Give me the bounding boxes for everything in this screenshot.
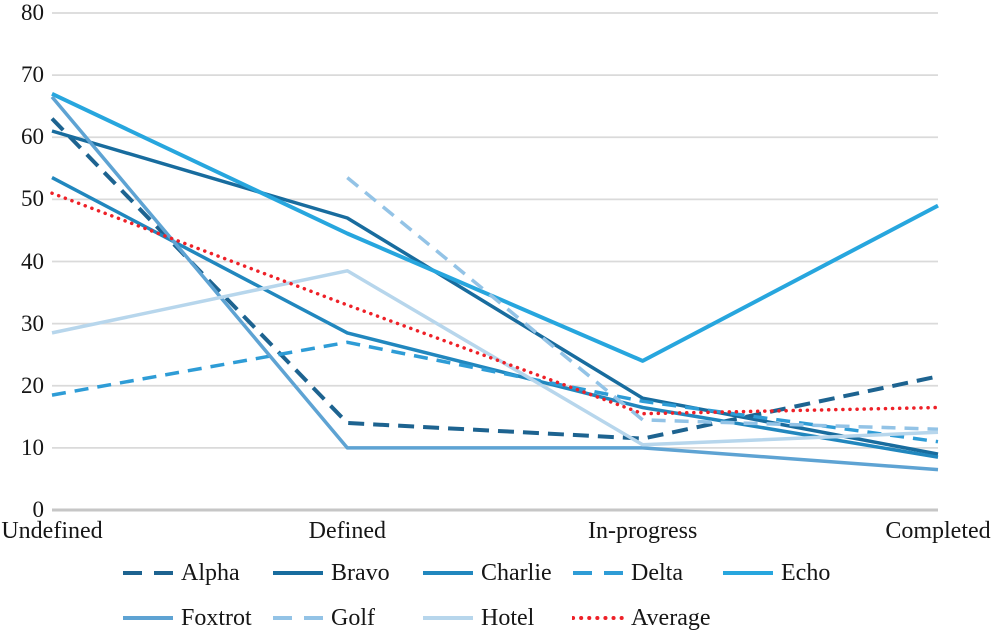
series-line-alpha <box>50 117 939 441</box>
series-line-golf <box>346 176 939 431</box>
legend-swatch-foxtrot <box>123 616 173 620</box>
series-line-charlie <box>51 176 939 459</box>
legend-label-hotel: Hotel <box>481 604 535 631</box>
legend-label-golf: Golf <box>331 604 375 631</box>
legend-item-charlie: Charlie <box>422 560 552 586</box>
series-line-hotel <box>51 269 939 447</box>
legend-swatch-average <box>572 616 624 620</box>
y-tick-label-0: 0 <box>32 497 45 522</box>
series-line-foxtrot <box>50 95 939 472</box>
y-tick-label-60: 60 <box>21 124 44 150</box>
x-category-label-in-progress: In-progress <box>588 518 698 544</box>
y-tick-label-80: 80 <box>21 0 44 25</box>
series-line-average <box>50 191 940 416</box>
legend-swatch-hotel <box>423 616 473 620</box>
y-tick-label-30: 30 <box>21 310 44 336</box>
legend-label-bravo: Bravo <box>331 559 390 586</box>
legend-swatch-charlie <box>423 571 473 575</box>
legend-item-delta: Delta <box>572 560 683 586</box>
y-tick-label-10: 10 <box>21 434 44 460</box>
legend-label-echo: Echo <box>781 559 831 586</box>
legend-item-hotel: Hotel <box>422 605 534 631</box>
series-line-echo <box>51 91 939 363</box>
legend-swatch-golf <box>273 616 323 620</box>
y-tick-label-50: 50 <box>21 186 44 212</box>
legend-item-foxtrot: Foxtrot <box>122 605 252 631</box>
x-category-label-undefined: Undefined <box>1 518 103 544</box>
y-tick-label-40: 40 <box>21 248 44 274</box>
legend-label-delta: Delta <box>631 559 683 586</box>
legend-label-alpha: Alpha <box>181 559 240 586</box>
legend-swatch-alpha <box>123 571 173 575</box>
legend-swatch-echo <box>723 571 773 575</box>
legend-item-golf: Golf <box>272 605 375 631</box>
legend-item-alpha: Alpha <box>122 560 240 586</box>
x-category-label-defined: Defined <box>308 518 386 544</box>
x-category-label-completed: Completed <box>885 518 991 544</box>
legend-swatch-delta <box>573 571 623 575</box>
legend-swatch-bravo <box>273 571 323 575</box>
legend-label-foxtrot: Foxtrot <box>181 604 252 631</box>
legend-item-average: Average <box>572 605 711 631</box>
legend-label-charlie: Charlie <box>481 559 552 586</box>
legend-item-echo: Echo <box>722 560 830 586</box>
y-tick-label-20: 20 <box>21 372 44 398</box>
legend-label-average: Average <box>631 604 711 631</box>
legend-item-bravo: Bravo <box>272 560 390 586</box>
y-tick-label-70: 70 <box>21 62 44 88</box>
series-line-delta <box>51 340 939 444</box>
